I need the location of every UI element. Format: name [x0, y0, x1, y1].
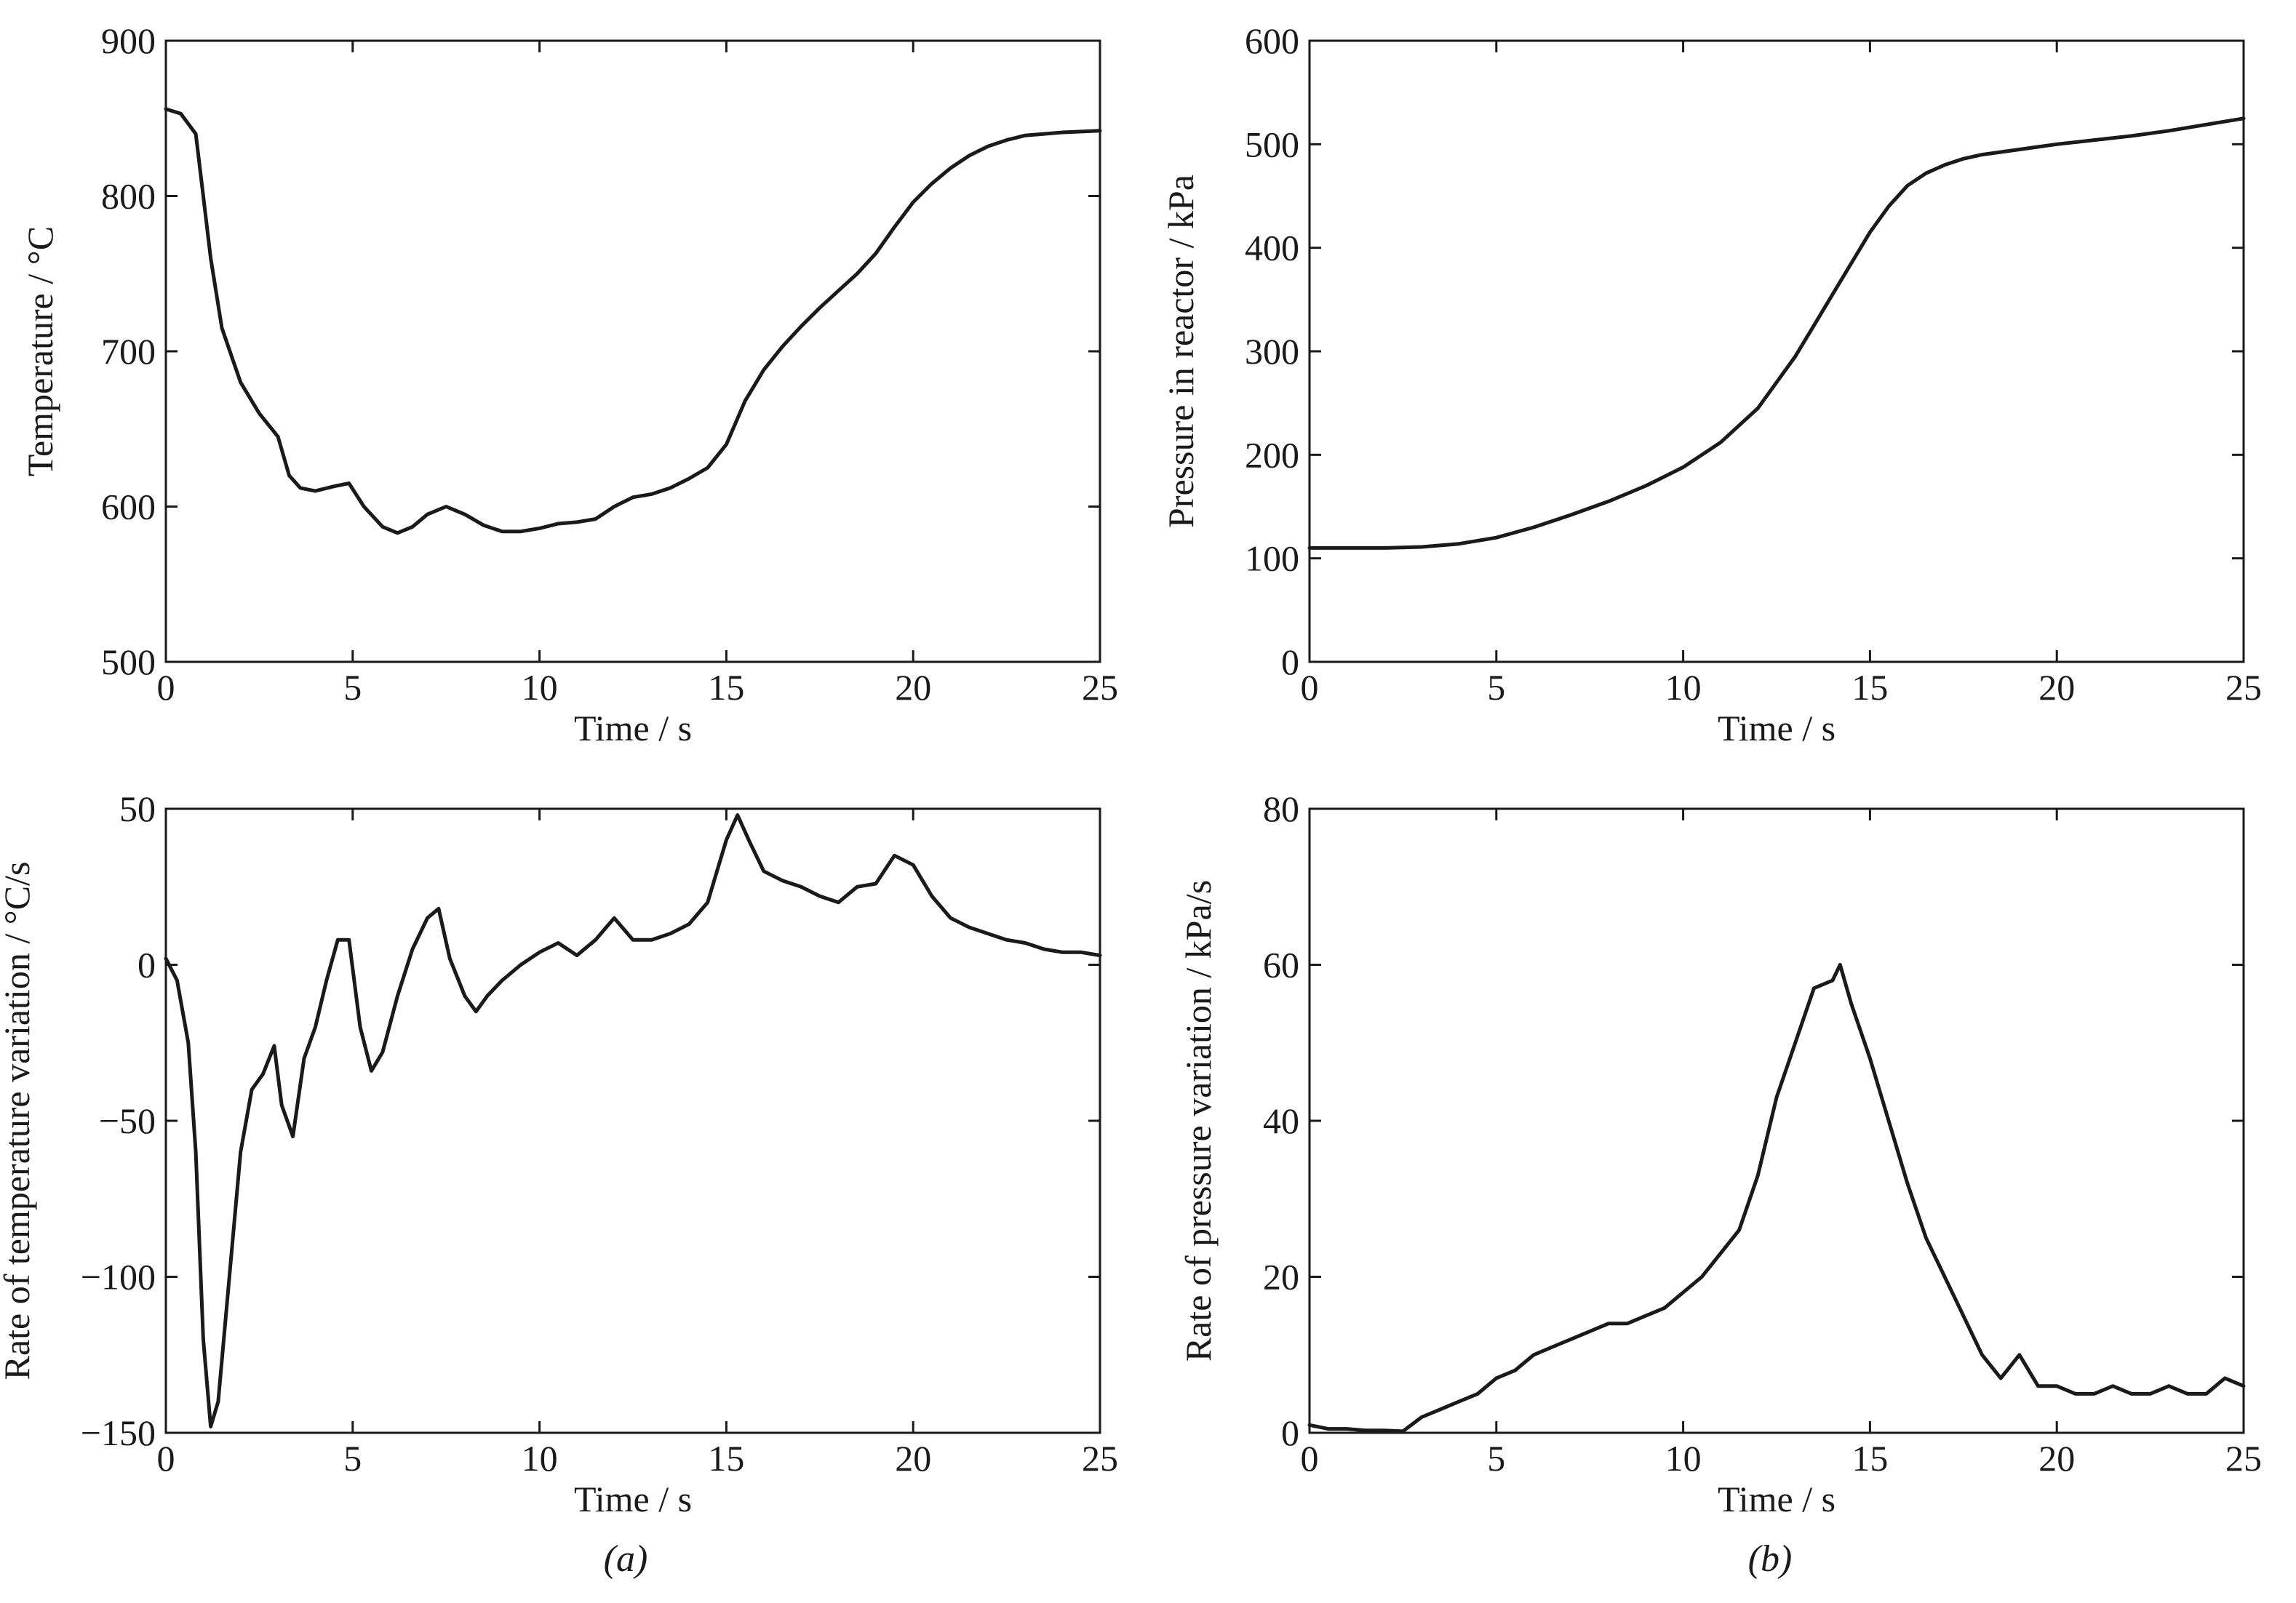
pressure-rate-chart: 0 5 10 15 20 25 0 20 40 60 80 Time / s Rate of press…: [1178, 788, 2262, 1519]
x-axis-label: Time / s: [574, 1479, 692, 1519]
x-tick-label: 15: [1851, 1438, 1888, 1479]
x-tick-label: 5: [343, 667, 362, 708]
y-tick-label: 20: [1263, 1257, 1299, 1298]
x-tick-label: 15: [1851, 667, 1888, 708]
y-tick-label: −150: [81, 1412, 156, 1453]
y-axis-label: Temperature / °C: [20, 226, 60, 476]
y-tick-label: 40: [1263, 1100, 1299, 1141]
x-tick-label: 20: [895, 667, 931, 708]
y-tick-label: 200: [1245, 434, 1299, 475]
y-tick-label: 400: [1245, 228, 1299, 268]
x-axis-label: Time / s: [1718, 1479, 1835, 1519]
y-tick-label: 100: [1245, 538, 1299, 579]
x-tick-label: 20: [2038, 667, 2075, 708]
plot-frame: [1308, 39, 2245, 663]
y-tick-label: 80: [1263, 788, 1299, 829]
y-tick-label: 50: [119, 788, 156, 829]
x-tick-label: 20: [2038, 1438, 2075, 1479]
x-tick-label: 0: [157, 667, 175, 708]
y-tick-label: 60: [1263, 945, 1299, 986]
x-tick-label: 5: [343, 1438, 362, 1479]
caption-b: (b): [1748, 1538, 1793, 1580]
x-axis-label: Time / s: [1718, 708, 1835, 748]
x-tick-label: 25: [1082, 1438, 1118, 1479]
x-tick-label: 20: [895, 1438, 931, 1479]
y-tick-label: −100: [81, 1257, 156, 1298]
x-tick-label: 5: [1487, 667, 1505, 708]
x-tick-label: 10: [522, 667, 558, 708]
series-line: [164, 107, 1102, 535]
x-tick-label: 10: [1665, 667, 1702, 708]
y-axis-label: Pressure in reactor / kPa: [1160, 175, 1201, 528]
x-tick-label: 10: [1665, 1438, 1702, 1479]
plot-frame: [164, 807, 1101, 1434]
temperature-chart: 0 5 10 15 20 25 500 600 700 800 900 Time / s Tempera…: [20, 20, 1118, 748]
plot-frame: [164, 39, 1101, 663]
temperature-rate-chart: 0 5 10 15 20 25 −150 −100 −50 0 50 Time / s Rate of …: [0, 788, 1118, 1519]
y-axis-label: Rate of pressure variation / kPa/s: [1178, 880, 1219, 1362]
y-tick-label: 0: [1281, 1412, 1299, 1453]
y-tick-label: 300: [1245, 331, 1299, 372]
y-tick-label: 500: [101, 641, 156, 682]
y-tick-label: 0: [1281, 641, 1299, 682]
y-tick-label: −50: [99, 1100, 156, 1141]
x-tick-label: 25: [1082, 667, 1118, 708]
pressure-chart: 0 5 10 15 20 25 0 100 200 300 400 500 600 Time / s Pre…: [1160, 20, 2262, 748]
y-tick-label: 900: [101, 20, 156, 61]
series-line: [1307, 116, 2246, 550]
y-tick-label: 700: [101, 331, 156, 372]
x-tick-label: 15: [708, 1438, 744, 1479]
x-tick-label: 25: [2225, 1438, 2262, 1479]
y-tick-label: 600: [101, 487, 156, 527]
x-tick-label: 0: [157, 1438, 175, 1479]
caption-a: (a): [604, 1538, 648, 1580]
y-tick-label: 500: [1245, 124, 1299, 164]
y-tick-label: 800: [101, 176, 156, 217]
x-tick-label: 5: [1487, 1438, 1505, 1479]
series-line: [164, 813, 1102, 1428]
x-tick-label: 15: [708, 667, 744, 708]
x-axis-label: Time / s: [574, 708, 692, 748]
y-tick-label: 0: [137, 945, 156, 986]
y-axis-label: Rate of temperature variation / °C/s: [0, 862, 37, 1380]
x-tick-label: 0: [1301, 667, 1319, 708]
x-tick-label: 10: [522, 1438, 558, 1479]
x-tick-label: 0: [1301, 1438, 1319, 1479]
x-tick-label: 25: [2225, 667, 2262, 708]
series-line: [1307, 963, 2246, 1434]
plot-frame: [1308, 807, 2245, 1434]
y-tick-label: 600: [1245, 20, 1299, 61]
